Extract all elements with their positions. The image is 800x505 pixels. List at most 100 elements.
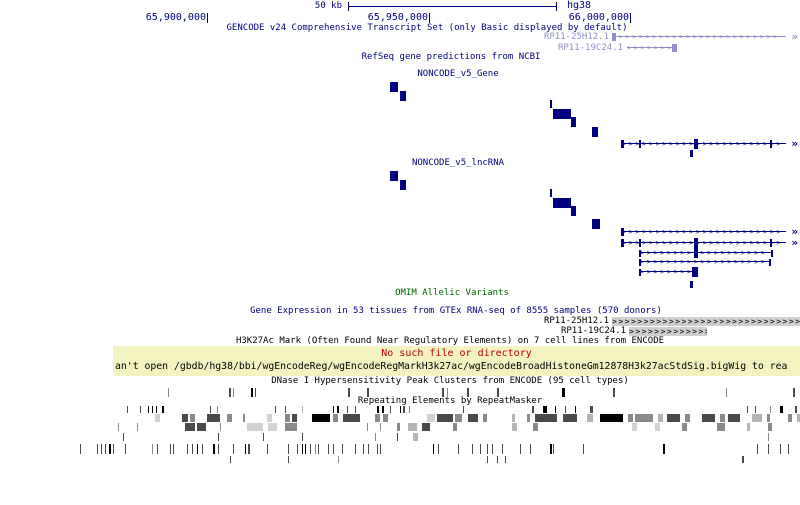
- track-title-dnase[interactable]: DNase I Hypersensitivity Peak Clusters f…: [271, 376, 629, 386]
- repeat-element[interactable]: [347, 406, 348, 413]
- repeat-element[interactable]: [628, 414, 633, 422]
- repeat-element[interactable]: [227, 414, 232, 422]
- repeat-element[interactable]: [288, 456, 289, 463]
- noncode-lncrna-exon-block[interactable]: [550, 189, 552, 197]
- repeat-element[interactable]: [502, 444, 503, 454]
- noncode-gene-exon-block[interactable]: [550, 100, 552, 108]
- repeat-element[interactable]: [333, 406, 334, 413]
- dnase-peak[interactable]: [442, 388, 444, 397]
- repeat-element[interactable]: [152, 406, 153, 413]
- track-title-repeatmasker[interactable]: Repeating Elements by RepeatMasker: [357, 396, 543, 406]
- track-title-noncode-gene[interactable]: NONCODE_v5_Gene: [417, 69, 499, 79]
- repeat-element[interactable]: [788, 414, 792, 422]
- repeat-element[interactable]: [768, 423, 772, 431]
- repeat-element[interactable]: [152, 444, 153, 454]
- track-title-gencode[interactable]: GENCODE v24 Comprehensive Transcript Set…: [226, 23, 628, 33]
- repeat-element[interactable]: [535, 414, 557, 422]
- repeat-element[interactable]: [438, 444, 439, 454]
- noncode-lncrna-exon-block[interactable]: [390, 171, 398, 181]
- repeat-element[interactable]: [663, 444, 665, 454]
- repeat-element[interactable]: [527, 414, 530, 422]
- repeat-element[interactable]: [123, 433, 124, 441]
- track-title-omim[interactable]: OMIM Allelic Variants: [395, 288, 509, 298]
- repeat-element[interactable]: [797, 414, 800, 422]
- repeat-element[interactable]: [267, 414, 272, 422]
- repeat-element[interactable]: [565, 406, 566, 413]
- dnase-peak[interactable]: [233, 388, 234, 397]
- dnase-peak[interactable]: [251, 388, 253, 397]
- repeat-element[interactable]: [767, 414, 770, 422]
- dnase-peak[interactable]: [255, 388, 256, 397]
- repeat-element[interactable]: [752, 414, 762, 422]
- dnase-peak[interactable]: [367, 388, 369, 397]
- repeat-element[interactable]: [512, 414, 515, 422]
- dnase-peak[interactable]: [613, 388, 615, 397]
- repeat-element[interactable]: [667, 414, 680, 422]
- repeat-element[interactable]: [182, 414, 188, 422]
- repeat-element[interactable]: [297, 444, 298, 454]
- repeat-element[interactable]: [512, 423, 517, 431]
- repeat-element[interactable]: [390, 406, 391, 413]
- repeat-element[interactable]: [173, 444, 174, 454]
- repeat-element[interactable]: [397, 423, 400, 431]
- noncode-lncrna-transcript[interactable]: >>>>>>>>>>>>>>>>>>>>>>>> »: [621, 226, 798, 238]
- dnase-peak[interactable]: [497, 388, 499, 397]
- gene-label[interactable]: RP11-19C24.1: [560, 326, 626, 336]
- repeat-element[interactable]: [210, 406, 211, 413]
- repeat-element[interactable]: [185, 423, 195, 431]
- noncode-gene-exon-block[interactable]: [571, 117, 576, 127]
- repeat-element[interactable]: [302, 444, 303, 454]
- track-title-noncode-lncrna[interactable]: NONCODE_v5_lncRNA: [411, 158, 505, 168]
- repeat-element[interactable]: [685, 414, 690, 422]
- repeat-element[interactable]: [285, 406, 286, 413]
- track-title-h3k27ac[interactable]: H3K27Ac Mark (Often Found Near Regulator…: [235, 336, 665, 346]
- repeat-element[interactable]: [728, 414, 740, 422]
- dnase-peak[interactable]: [229, 388, 231, 397]
- noncode-lncrna-transcript[interactable]: >>>>>>>>: [639, 266, 698, 278]
- repeat-element[interactable]: [187, 444, 188, 454]
- repeat-element[interactable]: [742, 456, 744, 463]
- repeat-element[interactable]: [243, 414, 245, 422]
- noncode-gene-transcript[interactable]: >>>>>>>>>>>>>>>>>>>>>>>> »: [621, 138, 798, 150]
- dnase-peak[interactable]: [348, 388, 350, 397]
- repeat-element[interactable]: [312, 414, 330, 422]
- noncode-gene-exon-block[interactable]: [390, 82, 398, 92]
- repeat-element[interactable]: [377, 406, 379, 413]
- repeat-element[interactable]: [409, 406, 410, 413]
- track-title-refseq[interactable]: RefSeq gene predictions from NCBI: [361, 52, 541, 62]
- repeat-element[interactable]: [245, 444, 246, 454]
- track-title-gtex[interactable]: Gene Expression in 53 tissues from GTEx …: [250, 306, 662, 316]
- repeat-element[interactable]: [338, 456, 339, 463]
- repeat-element[interactable]: [202, 444, 203, 454]
- repeat-element[interactable]: [480, 444, 481, 454]
- repeat-element[interactable]: [155, 414, 160, 422]
- repeat-element[interactable]: [137, 423, 138, 431]
- repeat-element[interactable]: [702, 414, 715, 422]
- gtex-gene-bar[interactable]: >>>>>>>>>>>>>>>>>>>>>>>>>>>>>>>: [612, 317, 800, 326]
- repeat-element[interactable]: [337, 406, 339, 413]
- repeat-element[interactable]: [717, 423, 725, 431]
- repeat-element[interactable]: [458, 444, 459, 454]
- repeat-element[interactable]: [247, 423, 263, 431]
- repeat-element[interactable]: [140, 406, 141, 413]
- repeat-element[interactable]: [267, 444, 268, 454]
- repeat-element[interactable]: [600, 414, 623, 422]
- noncode-lncrna-exon-block[interactable]: [592, 219, 600, 229]
- repeat-element[interactable]: [233, 444, 234, 454]
- repeat-element[interactable]: [162, 406, 164, 413]
- repeat-element[interactable]: [532, 406, 534, 413]
- repeat-element[interactable]: [543, 406, 547, 413]
- repeat-element[interactable]: [109, 444, 111, 454]
- repeat-element[interactable]: [583, 444, 584, 454]
- repeat-element[interactable]: [218, 433, 219, 441]
- repeat-element[interactable]: [422, 423, 430, 431]
- repeat-element[interactable]: [288, 444, 289, 454]
- repeat-element[interactable]: [487, 444, 488, 454]
- dnase-peak[interactable]: [467, 388, 469, 397]
- repeat-element[interactable]: [333, 414, 338, 422]
- repeat-element[interactable]: [285, 423, 297, 431]
- repeat-element[interactable]: [192, 444, 193, 454]
- repeat-element[interactable]: [468, 414, 478, 422]
- repeat-element[interactable]: [472, 444, 473, 454]
- repeat-element[interactable]: [397, 433, 398, 441]
